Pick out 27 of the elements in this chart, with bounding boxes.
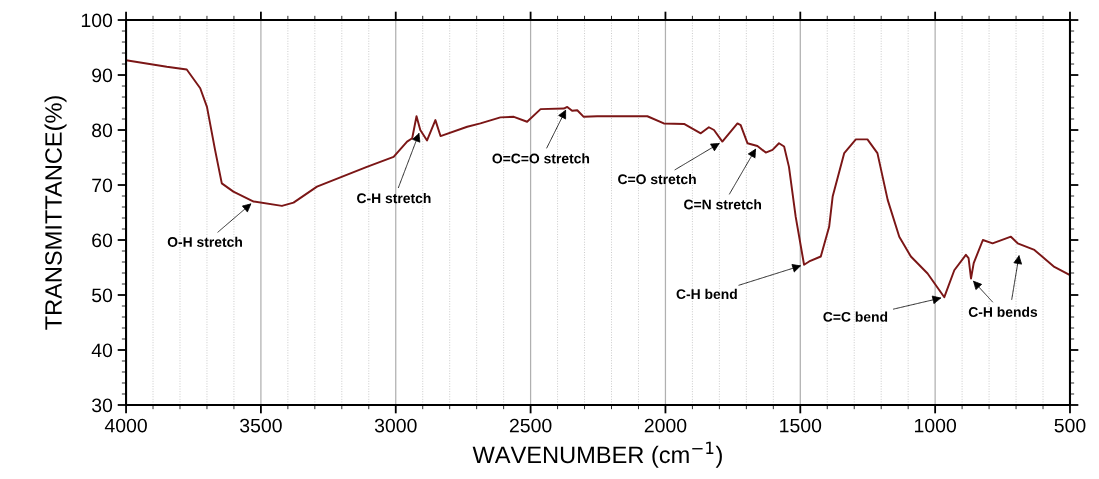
y-tick-label: 80 [92,123,113,138]
x-tick-label: 3500 [240,418,282,433]
y-tick-label: 50 [92,288,113,303]
y-tick-label: 40 [91,343,113,358]
x-tick-label: 2000 [644,418,687,433]
y-tick-label: 100 [81,13,113,28]
x-tick-label: 2500 [509,418,552,433]
annotation: C-H stretch [357,192,431,204]
y-axis-title: TRANSMITTANCE(%) [44,96,67,330]
annotation: O-H stretch [167,236,242,247]
y-tick-label: 30 [91,398,113,413]
annotation: C=N stretch [684,199,761,210]
annotation: C=C bend [823,311,888,322]
annotation: C-H bends [968,306,1038,317]
annotation: C-H bend [676,288,737,300]
x-tick-label: 3000 [374,418,417,433]
x-tick-label: 1500 [780,418,822,433]
x-tick-label: 1000 [915,418,957,433]
y-tick-label: 70 [92,178,113,193]
x-tick-label: 4000 [104,418,147,433]
annotation: O=C=O stretch [492,153,590,164]
line-series [126,59,1070,299]
x-axis-title: WAVENUMBER (cm$^{−1}$) [472,441,722,468]
y-tick-label: 90 [92,68,113,83]
x-tick-label: 500 [1054,418,1086,433]
annotation: C=O stretch [618,173,696,185]
y-tick-label: 60 [92,233,113,248]
